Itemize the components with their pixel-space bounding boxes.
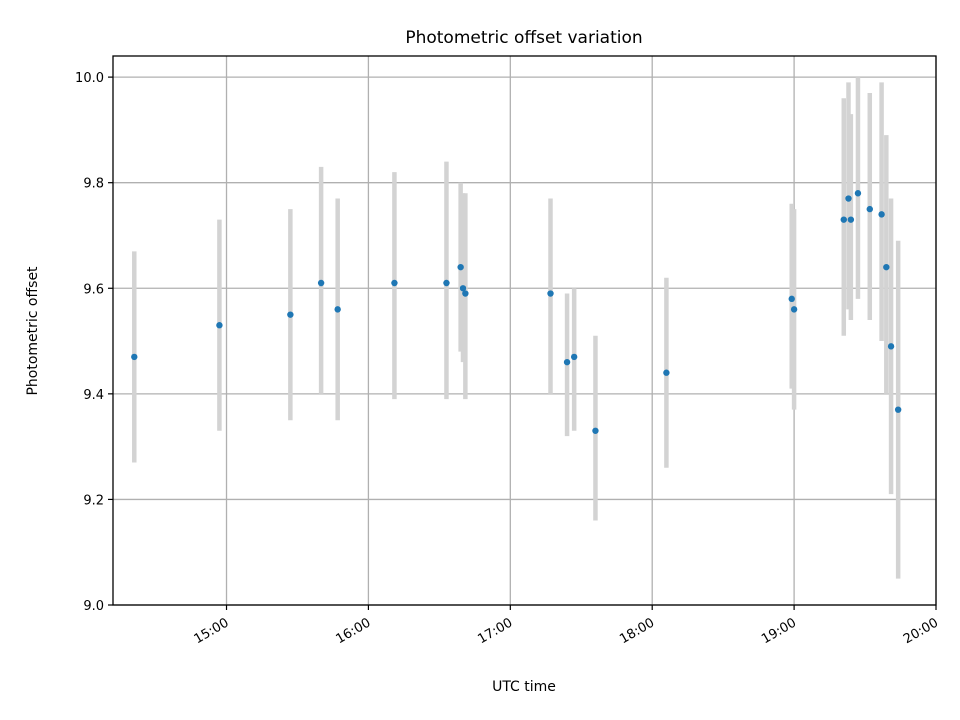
data-point <box>459 285 467 292</box>
data-point <box>334 306 341 313</box>
data-point <box>570 353 578 361</box>
y-tick-label: 9.2 <box>83 493 104 508</box>
y-axis-label: Photometric offset <box>25 266 41 396</box>
y-tick-label: 9.0 <box>83 599 104 614</box>
data-point <box>883 263 890 271</box>
data-point <box>878 211 885 218</box>
data-point <box>894 406 902 413</box>
data-point <box>287 311 294 318</box>
data-point <box>391 279 398 287</box>
data-markers <box>131 190 902 434</box>
y-tick-label: 9.6 <box>83 282 104 297</box>
data-point <box>317 279 325 287</box>
data-point <box>790 306 798 313</box>
y-tick-label: 9.8 <box>83 177 104 192</box>
data-point <box>866 205 873 213</box>
data-point <box>547 290 554 297</box>
chart-title: Photometric offset variation <box>405 28 642 48</box>
data-point <box>788 295 795 303</box>
data-point <box>887 343 895 350</box>
data-point <box>840 216 847 223</box>
y-tick-label: 10.0 <box>75 71 104 86</box>
data-point <box>663 369 670 376</box>
x-axis-label: UTC time <box>492 679 556 695</box>
plot-frame <box>112 55 937 606</box>
data-point <box>592 427 599 434</box>
data-point <box>457 263 464 271</box>
data-point <box>216 322 223 329</box>
y-tick-label: 9.4 <box>83 388 104 403</box>
data-point <box>443 279 450 287</box>
data-point <box>854 190 862 197</box>
data-point <box>847 216 855 223</box>
data-point <box>845 195 852 202</box>
data-point <box>462 290 469 297</box>
data-point <box>131 353 138 361</box>
data-point <box>563 358 571 366</box>
